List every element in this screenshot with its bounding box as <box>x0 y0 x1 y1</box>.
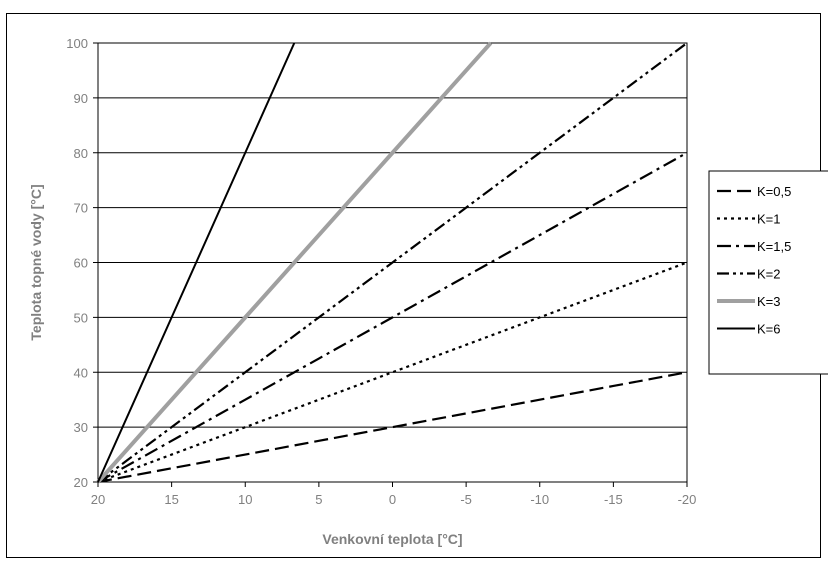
legend-label: K=0,5 <box>757 184 791 199</box>
series-line-3 <box>97 151 688 483</box>
y-tick-label: 100 <box>66 36 88 51</box>
legend-label: K=1 <box>757 212 781 227</box>
y-tick-label: 90 <box>74 91 88 106</box>
x-tick-label: 0 <box>389 492 396 507</box>
x-axis-title: Venkovní teplota [°C] <box>322 531 462 547</box>
y-axis-title: Teplota topné vody [°C] <box>28 184 44 340</box>
chart-frame <box>6 13 821 558</box>
x-tick-label: 10 <box>238 492 252 507</box>
x-tick-label: 15 <box>164 492 178 507</box>
x-tick-label: 5 <box>315 492 322 507</box>
y-tick-label: 50 <box>74 310 88 325</box>
series-line-6 <box>97 42 296 483</box>
series-layer <box>96 41 688 484</box>
legend-label: K=6 <box>757 322 781 337</box>
y-tick-label: 20 <box>74 475 88 490</box>
series-line-4 <box>97 42 688 483</box>
x-tick-label: -15 <box>604 492 623 507</box>
legend-label: K=3 <box>757 294 781 309</box>
y-tick-label: 70 <box>74 201 88 216</box>
y-tick-label: 40 <box>74 365 88 380</box>
y-tick-label: 80 <box>74 146 88 161</box>
x-tick-label: -5 <box>460 492 472 507</box>
x-tick-label: 20 <box>91 492 105 507</box>
x-tick-label: -20 <box>678 492 697 507</box>
y-tick-label: 30 <box>74 420 88 435</box>
y-tick-label: 60 <box>74 256 88 271</box>
legend-label: K=1,5 <box>757 239 791 254</box>
legend: K=0,5 K=1 K=1,5 K=2 K=3 K=6 <box>708 170 828 375</box>
series-line-5 <box>96 41 493 484</box>
legend-label: K=2 <box>757 267 781 282</box>
x-tick-label: -10 <box>530 492 549 507</box>
